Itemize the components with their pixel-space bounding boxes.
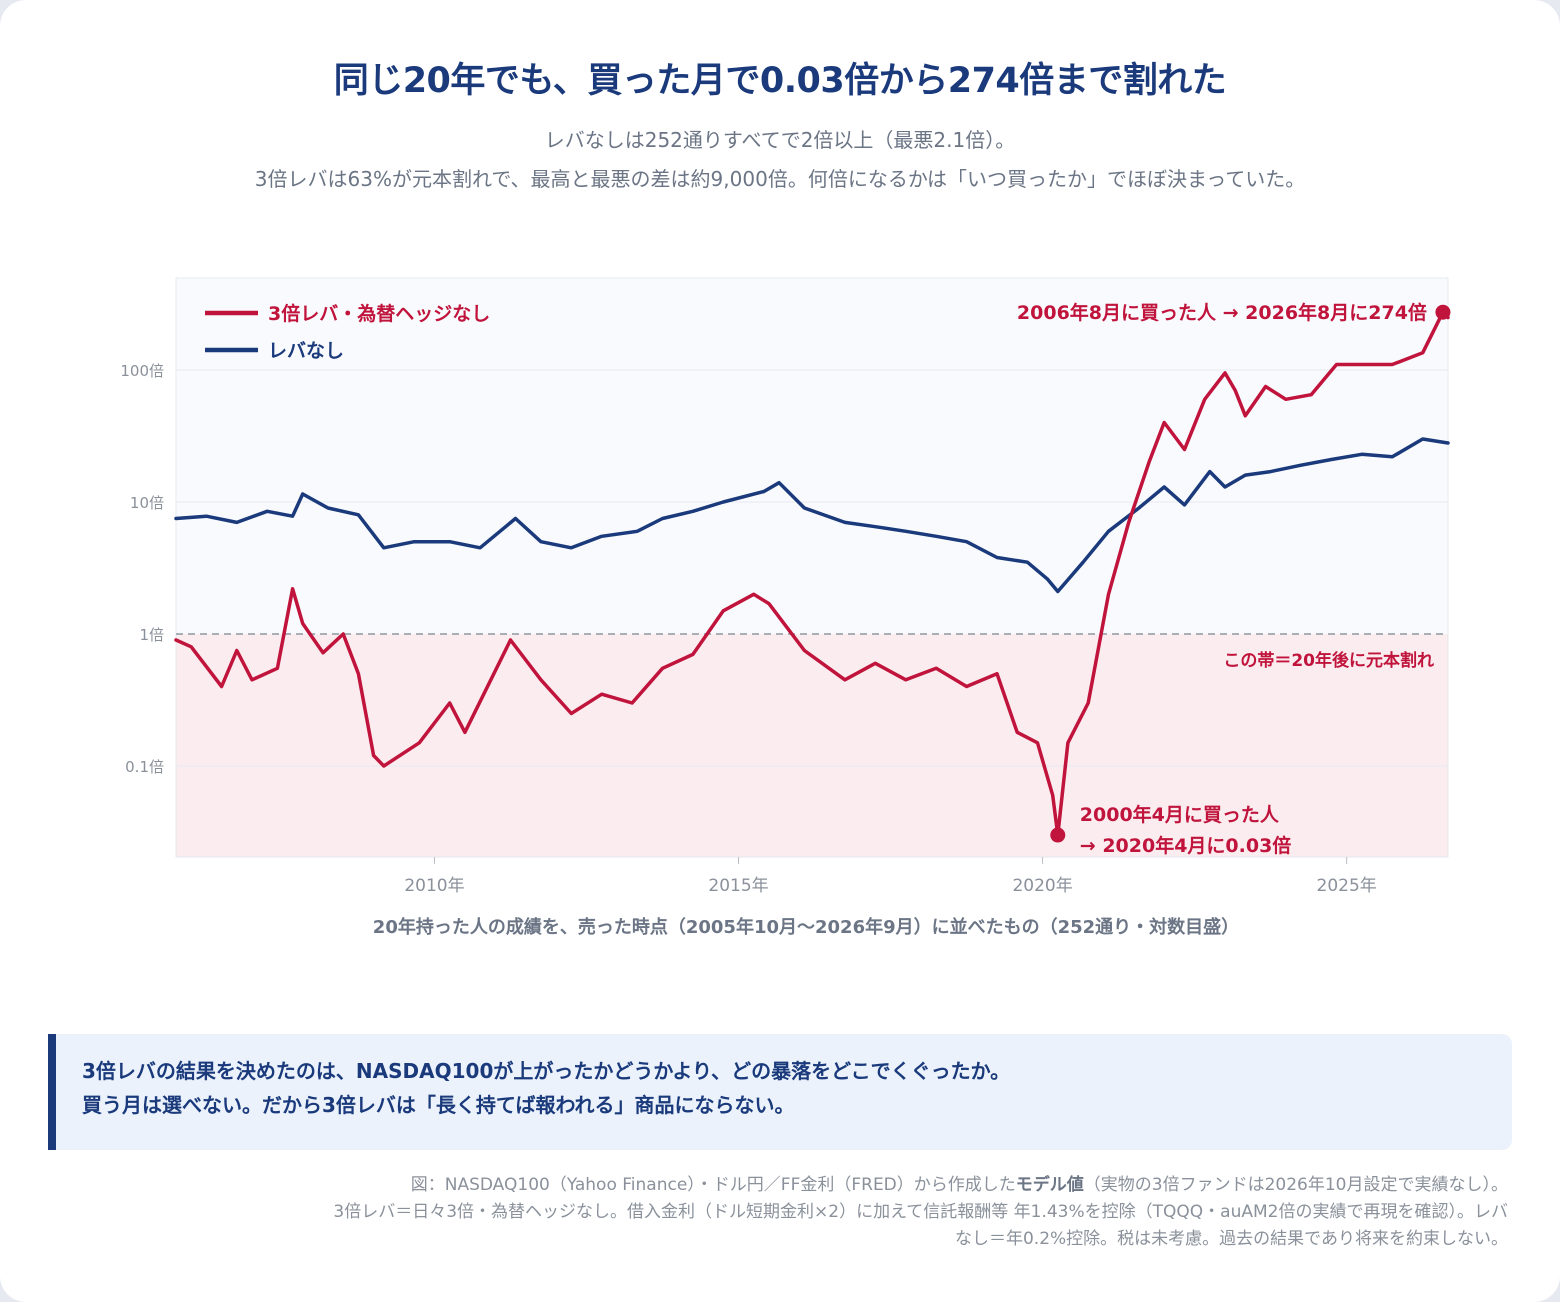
legend-label: 3倍レバ・為替ヘッジなし [268, 302, 490, 325]
loss-band-label: この帯＝20年後に元本割れ [1223, 650, 1434, 671]
min-annotation-line-1: 2000年4月に買った人 [1080, 803, 1280, 826]
chart-subtitle-1: レバなしは252通りすべてで2倍以上（最悪2.1倍）。 [544, 128, 1016, 152]
x-tick-label: 2010年 [404, 876, 464, 896]
x-axis-caption: 20年持った人の成績を、売った時点（2005年10月〜2026年9月）に並べたも… [372, 917, 1240, 938]
chart-subtitle-2: 3倍レバは63%が元本割れで、最高と最悪の差は約9,000倍。何倍になるかは「い… [254, 167, 1306, 191]
y-tick-label: 100倍 [120, 362, 164, 380]
y-tick-label: 10倍 [130, 494, 164, 512]
line-chart: 2006年8月に買った人 → 2026年8月に274倍 2000年4月に買った人 →… [120, 277, 1451, 896]
note-line-2: 買う月は選べない。だから3倍レバは「長く持てば報われる」商品にならない。 [82, 1093, 795, 1117]
source-emphasis: モデル値 [1015, 1175, 1084, 1195]
callout-note: 3倍レバの結果を決めたのは、NASDAQ100が上がったかどうかより、どの暴落を… [48, 1034, 1512, 1150]
min-annotation-line-2: → 2020年4月に0.03倍 [1080, 834, 1292, 857]
source-note: 図：NASDAQ100（Yahoo Finance）・ドル円／FF金利（FRED… [48, 1172, 1508, 1253]
series-line-nolev [174, 437, 1450, 594]
source-line-1a: 図：NASDAQ100（Yahoo Finance）・ドル円／FF金利（FRED… [410, 1175, 1016, 1195]
source-line-3: なし＝年0.2%控除。税は未考慮。過去の結果であり将来を約束しない。 [954, 1229, 1508, 1249]
loss-band [176, 634, 1448, 857]
note-line-1: 3倍レバの結果を決めたのは、NASDAQ100が上がったかどうかより、どの暴落を… [82, 1059, 1011, 1083]
source-line-1: 図：NASDAQ100（Yahoo Finance）・ドル円／FF金利（FRED… [48, 1172, 1508, 1199]
plot-frame [175, 277, 1449, 858]
y-tick-label: 0.1倍 [125, 758, 164, 776]
chart-title: 同じ20年でも、買った月で0.03倍から274倍まで割れた [333, 61, 1227, 101]
x-tick-label: 2025年 [1317, 876, 1377, 896]
source-line-1c: （実物の3倍ファンドは2026年10月設定で実績なし）。 [1083, 1175, 1508, 1195]
source-line-2: 3倍レバ＝日々3倍・為替ヘッジなし。借入金利（ドル短期金利×2）に加えて信託報酬… [333, 1202, 1508, 1222]
plot-background [176, 278, 1448, 634]
series-line-lev3 [174, 310, 1450, 837]
x-tick-label: 2020年 [1012, 876, 1072, 896]
max-annotation: 2006年8月に買った人 → 2026年8月に274倍 [1017, 301, 1427, 324]
y-tick-label: 1倍 [139, 626, 164, 644]
min-point-marker [1050, 827, 1066, 843]
x-tick-label: 2015年 [708, 876, 768, 896]
max-point-marker [1435, 304, 1451, 320]
legend-label: レバなし [268, 340, 344, 362]
